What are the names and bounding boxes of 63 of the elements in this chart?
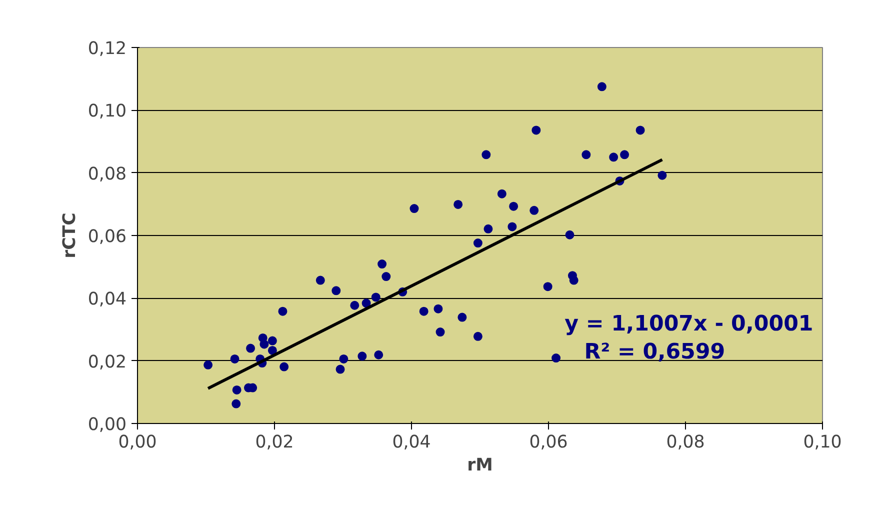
y-tick-label: 0,00 bbox=[88, 415, 127, 435]
point bbox=[268, 346, 277, 355]
point bbox=[473, 238, 482, 248]
point bbox=[230, 354, 240, 364]
point bbox=[543, 282, 552, 292]
point bbox=[509, 202, 518, 211]
point bbox=[636, 126, 645, 135]
point bbox=[378, 260, 387, 269]
point bbox=[232, 385, 242, 394]
x-tick-label: 0,10 bbox=[803, 432, 842, 452]
point bbox=[458, 312, 467, 322]
point bbox=[473, 332, 482, 341]
point bbox=[436, 328, 445, 336]
point bbox=[336, 364, 345, 374]
point bbox=[497, 189, 506, 198]
point bbox=[232, 399, 241, 408]
point bbox=[410, 204, 419, 214]
point bbox=[658, 170, 667, 180]
point bbox=[565, 230, 574, 240]
x-tick-label: 0,02 bbox=[255, 432, 294, 452]
point bbox=[278, 306, 288, 316]
x-tick-label: 0,00 bbox=[118, 432, 157, 452]
point bbox=[280, 362, 289, 372]
annotation: R² = 0,6599 bbox=[584, 340, 726, 365]
point bbox=[569, 276, 578, 285]
point bbox=[484, 224, 493, 234]
point bbox=[260, 340, 269, 349]
point bbox=[620, 150, 630, 160]
point bbox=[246, 344, 256, 353]
point bbox=[316, 276, 325, 285]
point bbox=[454, 200, 463, 209]
point bbox=[332, 286, 341, 296]
point bbox=[482, 150, 491, 160]
point bbox=[552, 354, 561, 363]
point bbox=[434, 304, 443, 314]
point bbox=[508, 222, 517, 232]
point bbox=[582, 150, 591, 160]
x-tick-label: 0,04 bbox=[392, 432, 431, 452]
point bbox=[268, 336, 277, 346]
point bbox=[374, 350, 384, 360]
x-tick-label: 0,08 bbox=[666, 432, 705, 452]
point bbox=[532, 126, 541, 135]
point bbox=[597, 82, 606, 92]
y-tick-label: 0,04 bbox=[88, 290, 127, 310]
x-axis-title: rM bbox=[467, 456, 493, 476]
point bbox=[358, 352, 367, 361]
y-tick-label: 0,06 bbox=[88, 227, 127, 247]
y-tick-label: 0,10 bbox=[88, 102, 127, 122]
x-tick-label: 0,06 bbox=[529, 432, 568, 452]
point bbox=[339, 354, 348, 364]
annotation: y = 1,1007x - 0,0001 bbox=[564, 311, 814, 336]
point bbox=[530, 206, 539, 215]
y-tick-label: 0,12 bbox=[88, 39, 127, 59]
point bbox=[204, 360, 213, 370]
point bbox=[371, 292, 380, 302]
y-tick-label: 0,02 bbox=[88, 352, 127, 372]
point bbox=[362, 298, 371, 308]
y-tick-label: 0,08 bbox=[88, 164, 127, 184]
point bbox=[350, 300, 360, 310]
y-axis-title: rCTC bbox=[60, 212, 80, 258]
point bbox=[609, 152, 618, 162]
point bbox=[419, 306, 428, 316]
point bbox=[382, 272, 391, 282]
